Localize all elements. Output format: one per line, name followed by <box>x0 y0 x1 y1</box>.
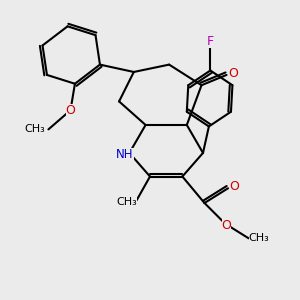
Text: CH₃: CH₃ <box>249 233 269 243</box>
Text: CH₃: CH₃ <box>25 124 46 134</box>
Text: O: O <box>230 180 239 193</box>
Text: NH: NH <box>116 148 134 161</box>
Text: CH₃: CH₃ <box>116 196 137 206</box>
Text: O: O <box>222 219 232 232</box>
Text: O: O <box>228 67 238 80</box>
Text: F: F <box>207 34 214 48</box>
Text: O: O <box>66 104 75 117</box>
